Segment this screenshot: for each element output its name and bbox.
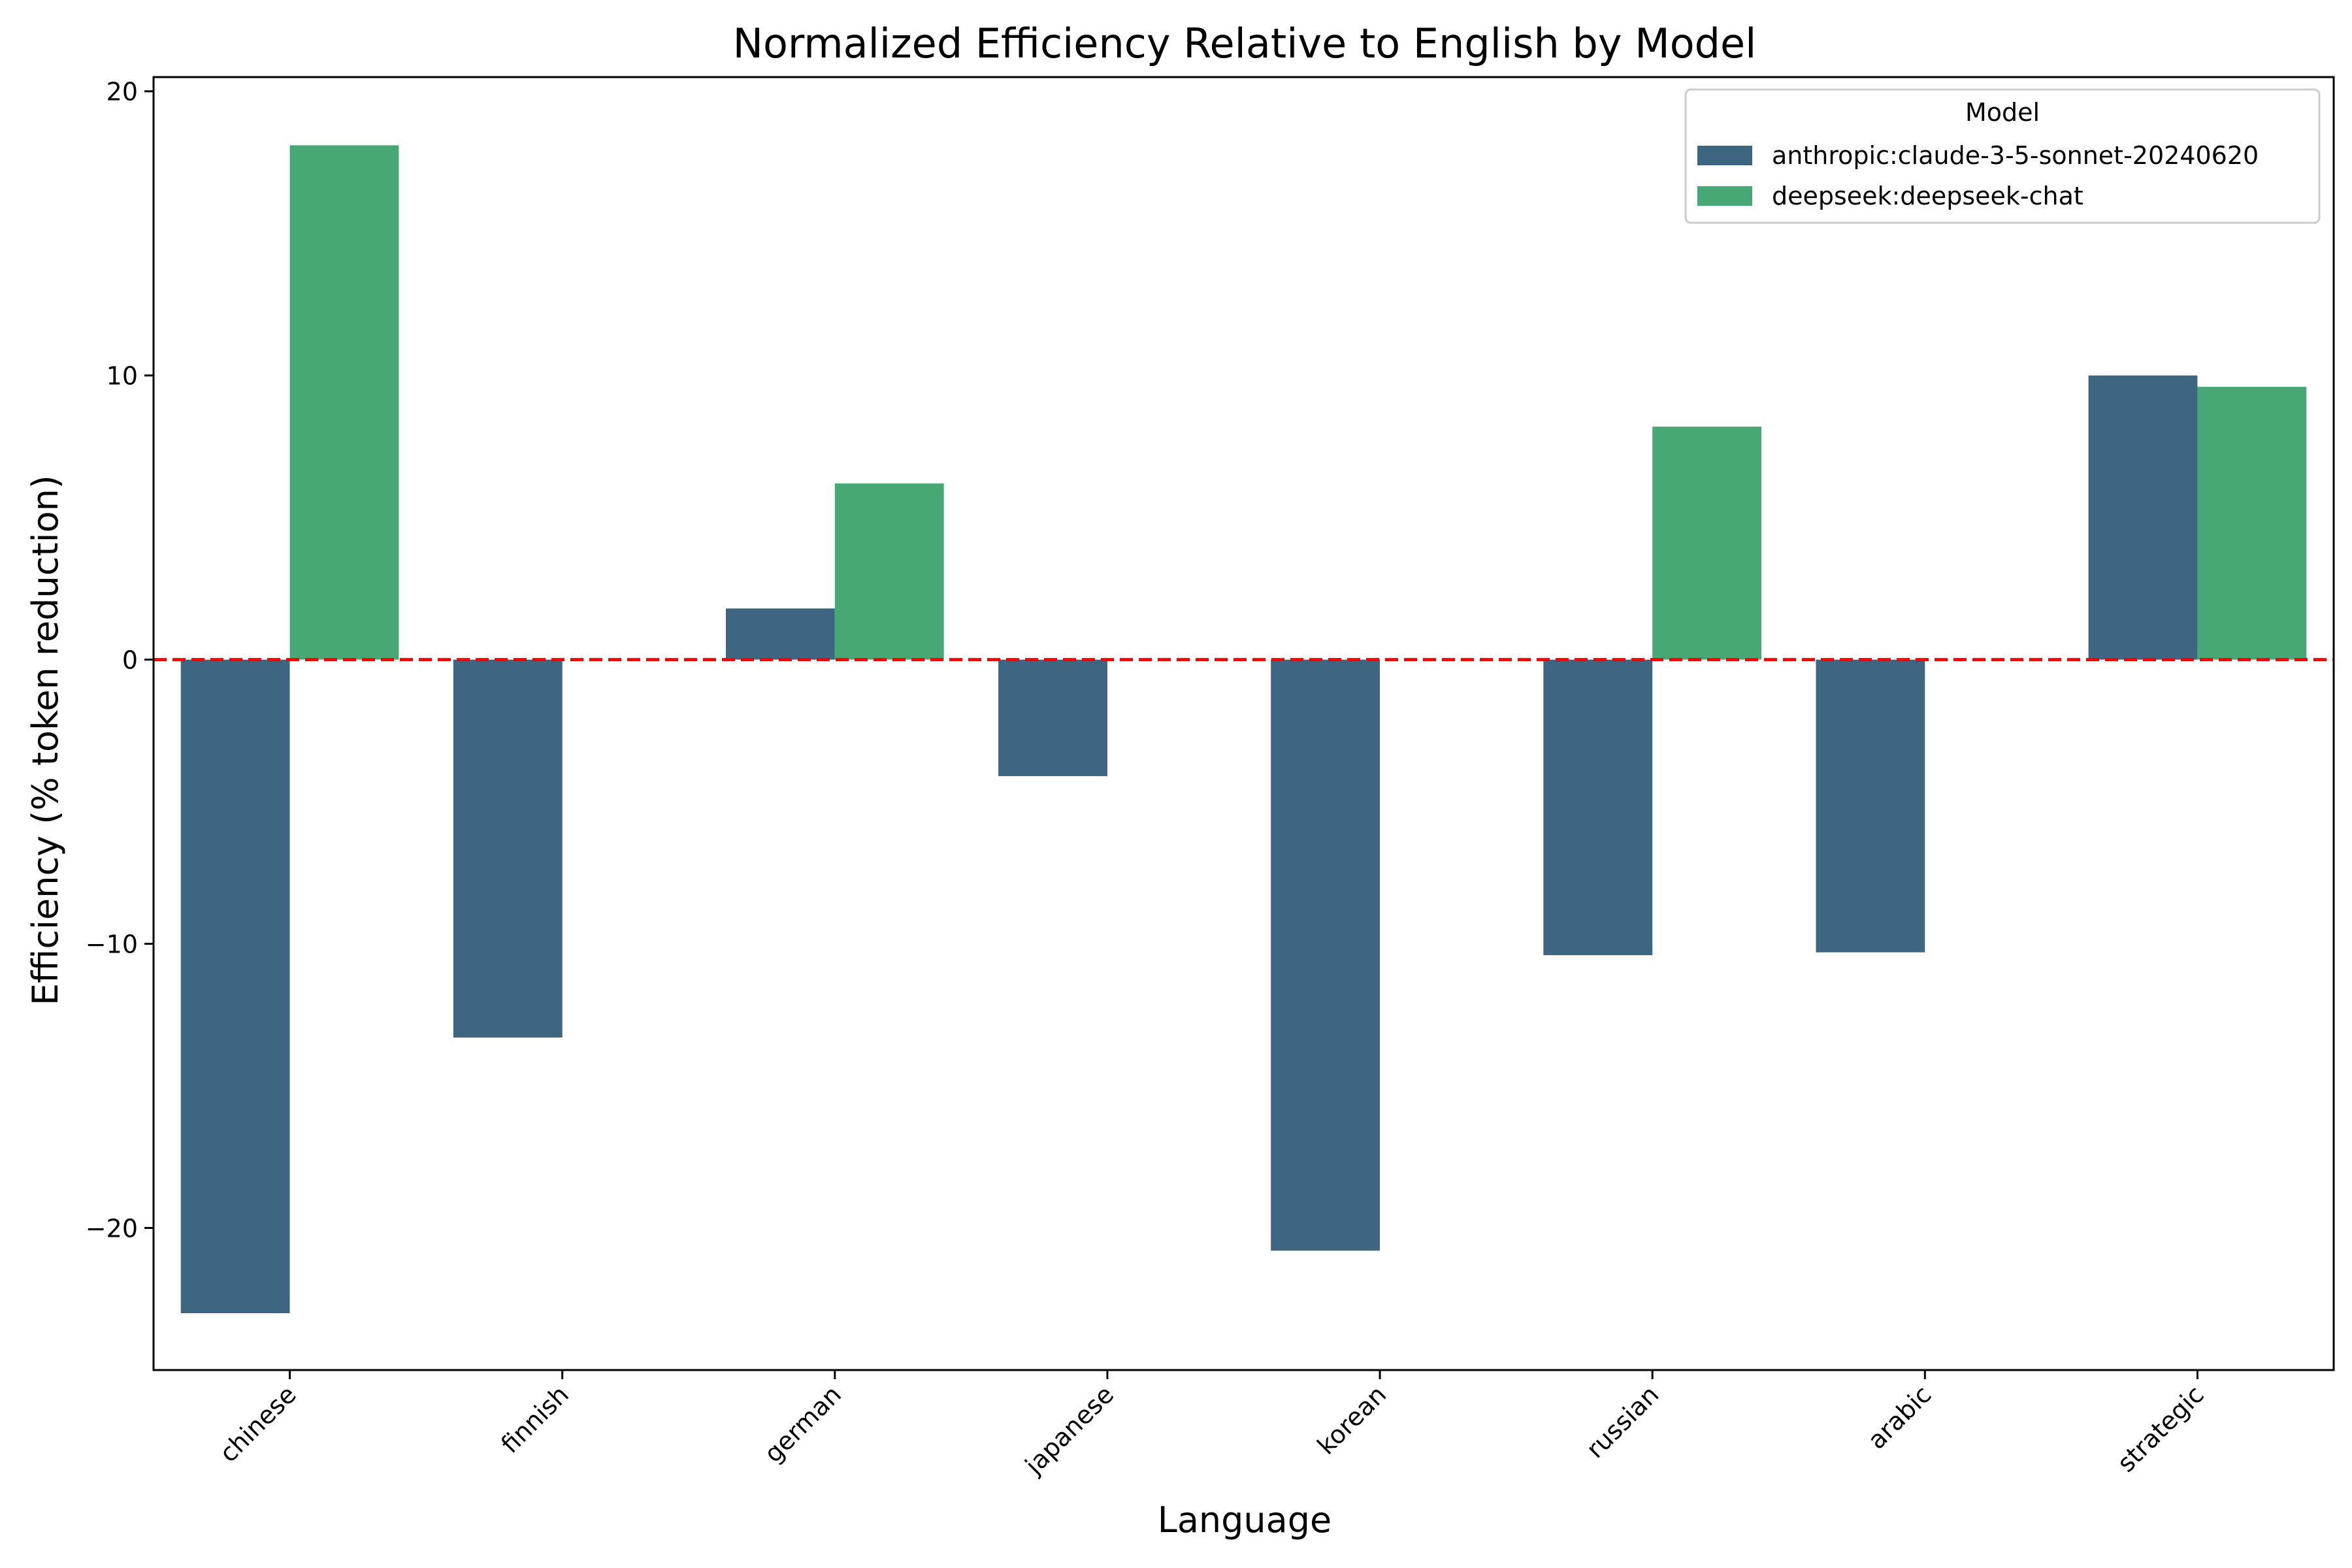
legend-label-series-1: anthropic:claude-3-5-sonnet-20240620 [1772,141,2259,170]
bar-korean-series-1 [1271,659,1380,1251]
legend: Model anthropic:claude-3-5-sonnet-2024062… [1684,88,2321,224]
plot-frame [152,76,2335,1371]
bar-chinese-series-1 [180,659,290,1314]
chart-title: Normalized Efficiency Relative to Englis… [733,20,1757,67]
bar-strategic-series-1 [2088,375,2198,660]
bar-arabic-series-1 [1816,659,1925,953]
legend-swatch-series-2 [1697,186,1752,206]
y-tick-label: 20 [106,78,138,106]
bar-german-series-2 [834,483,944,660]
y-tick-label: −10 [86,930,138,959]
y-axis-label: Efficiency (% token reduction) [25,475,66,1005]
bars-group [180,145,2307,1314]
bar-strategic-series-2 [2197,387,2307,660]
bar-russian-series-1 [1543,659,1653,955]
bar-finnish-series-1 [453,659,563,1038]
legend-title: Model [1965,98,2040,127]
y-tick-label: 0 [122,646,138,675]
y-tick-label: 10 [106,362,138,391]
legend-swatch-series-1 [1697,146,1752,165]
legend-box [1684,88,2321,224]
y-tick-label: −20 [86,1215,138,1243]
bar-chinese-series-2 [289,145,399,660]
bar-japanese-series-1 [998,659,1107,776]
bar-german-series-1 [725,608,835,660]
x-axis-label: Language [1158,1499,1332,1541]
legend-label-series-2: deepseek:deepseek-chat [1772,182,2083,210]
bar-russian-series-2 [1652,426,1762,660]
